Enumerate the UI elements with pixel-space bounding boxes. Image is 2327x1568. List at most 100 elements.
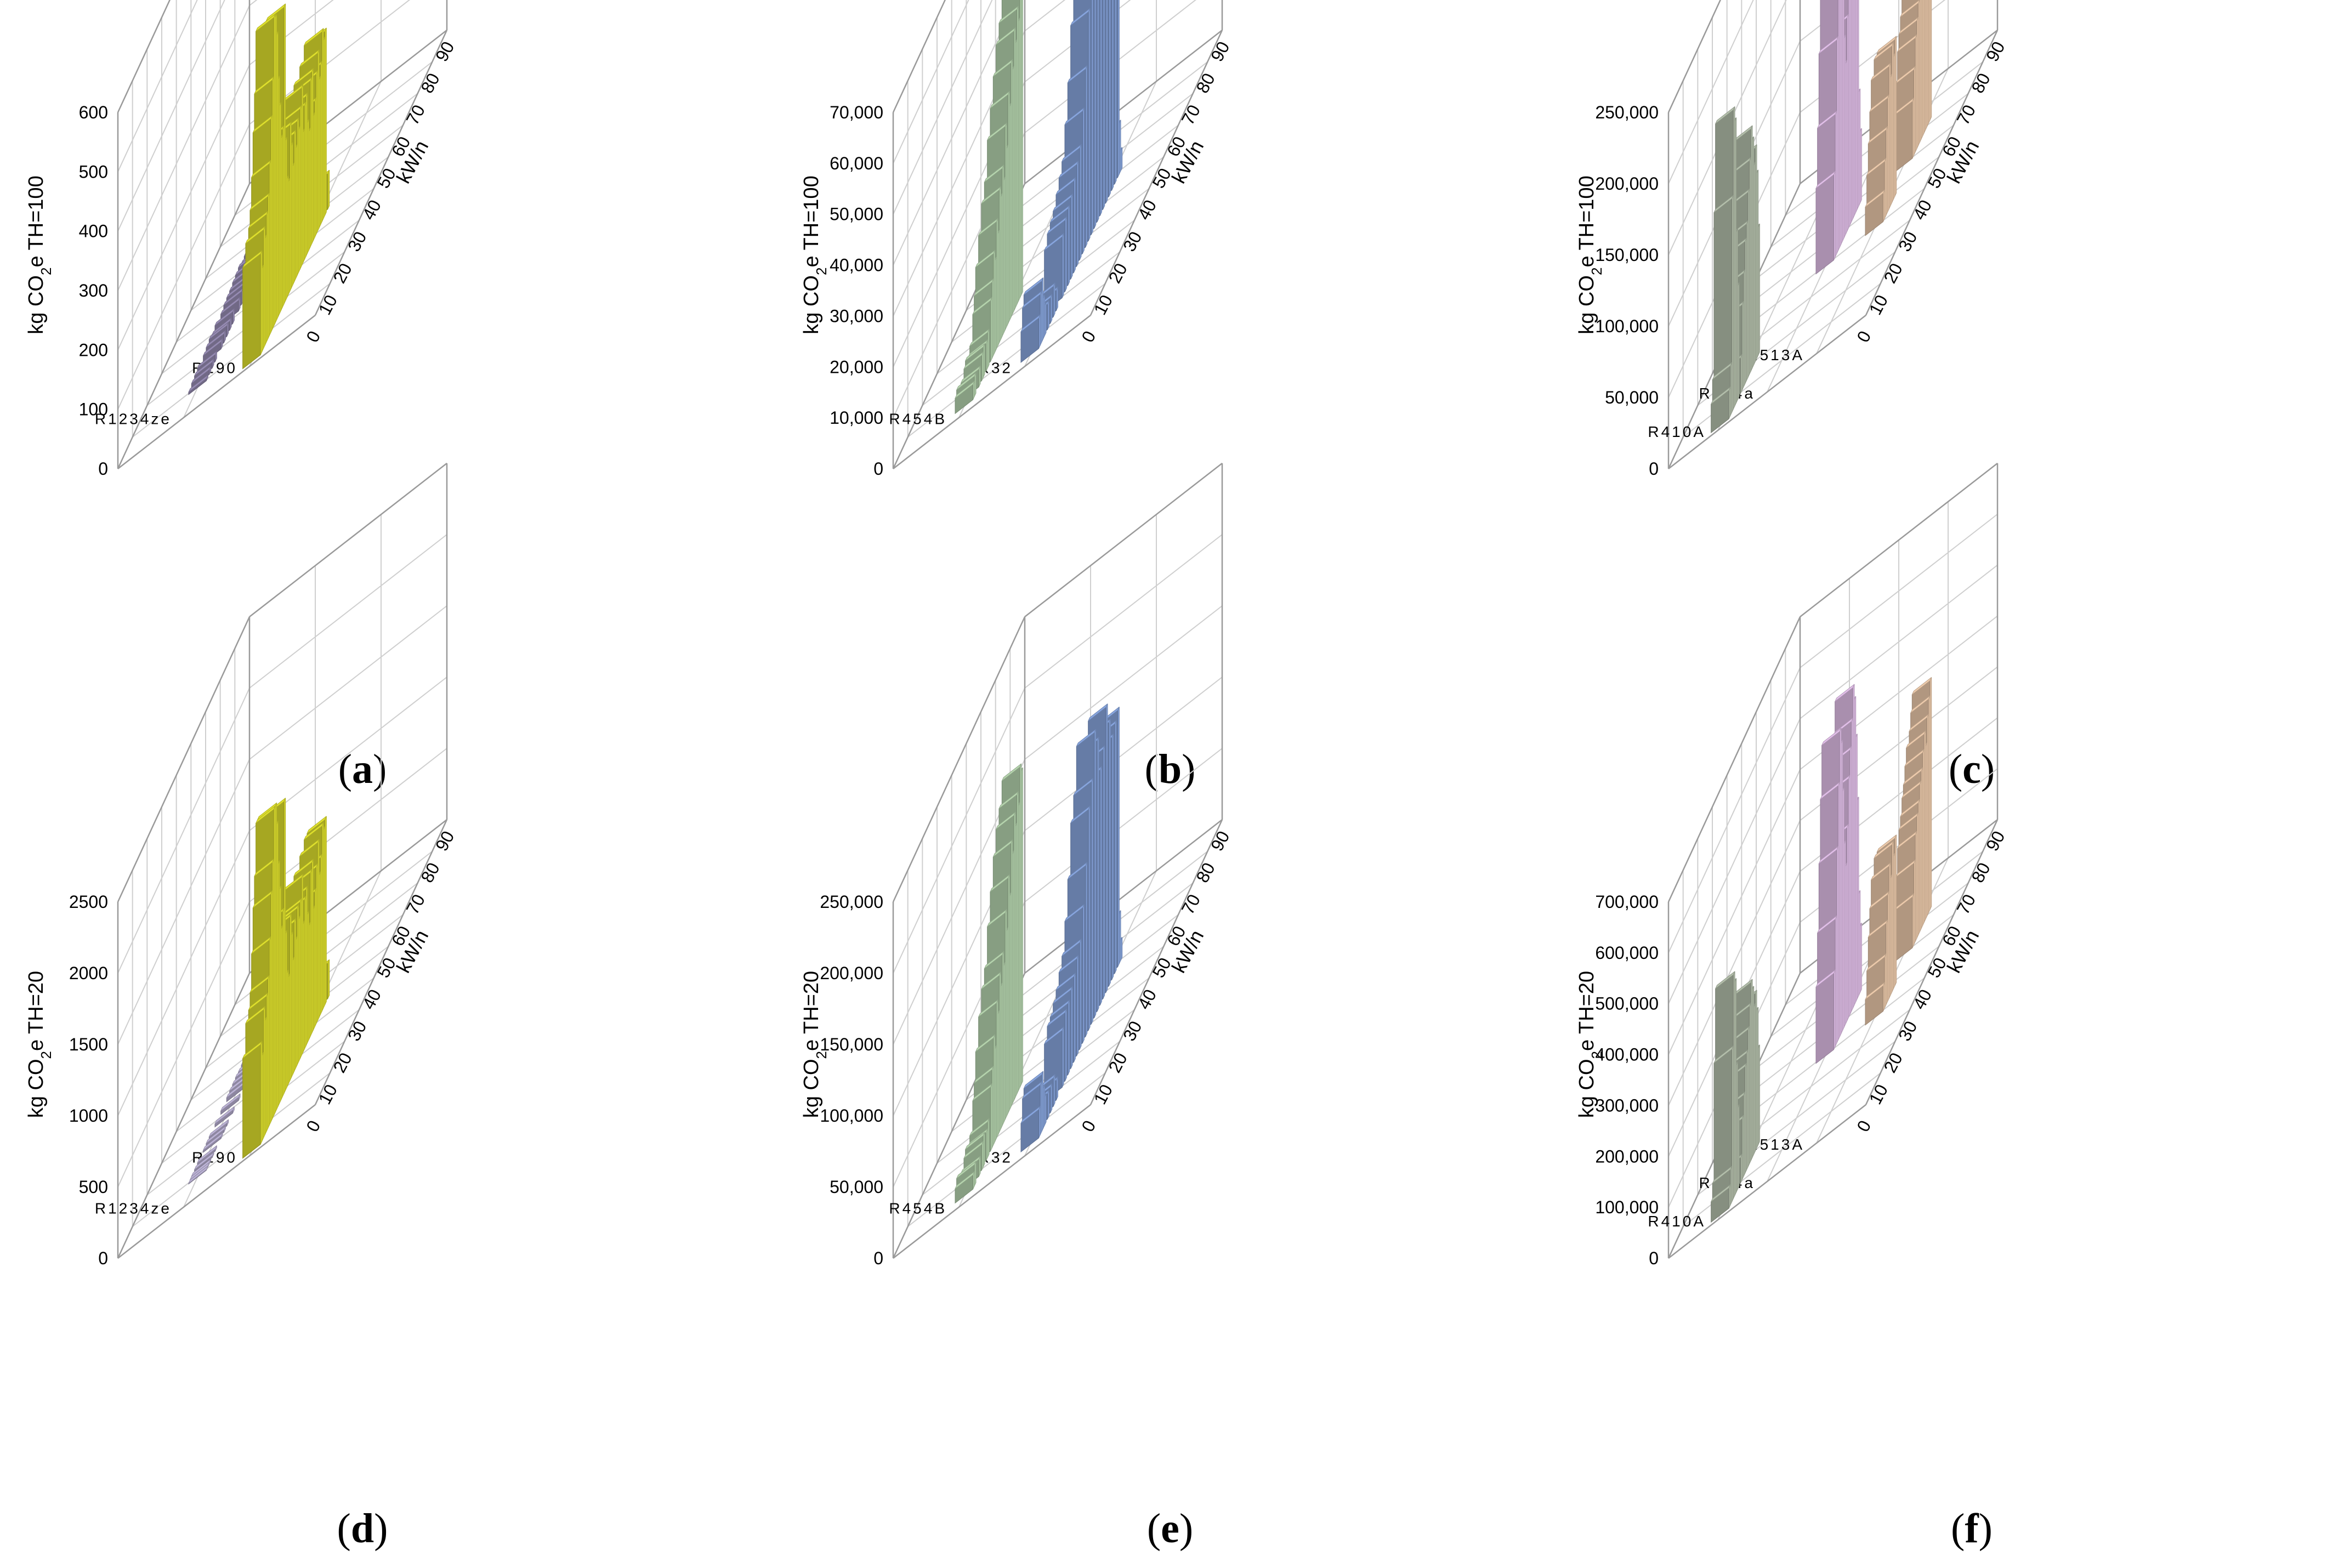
z-tick-labels: 0 100,000 200,000 300,000 400,000 500,000 600,…: [1595, 892, 1659, 1268]
x-tick-label: 10: [315, 1081, 341, 1107]
bars-group: [188, 798, 330, 1185]
x-tick-label: 90: [432, 38, 458, 65]
bar: [987, 909, 1007, 927]
bar: [1711, 1184, 1731, 1202]
caption-e: (e): [1147, 1505, 1194, 1552]
bar: [975, 1034, 996, 1052]
bar: [956, 1161, 977, 1179]
grid-group: [117, 463, 448, 1259]
bar: [965, 343, 985, 361]
bar: [992, 839, 1013, 857]
bar: [1020, 314, 1041, 332]
z-tick-label: 100,000: [820, 1106, 883, 1126]
bar: [188, 374, 208, 393]
x-tick-label: 70: [402, 891, 429, 917]
axis-edge: [1024, 30, 1223, 184]
bar: [1910, 695, 1931, 713]
bar: [1903, 767, 1923, 785]
axis-edge: [893, 1104, 1091, 1259]
x-tick-label: 80: [1967, 859, 1994, 885]
bar: [206, 1126, 226, 1144]
bars-group: [188, 3, 330, 395]
bar: [1022, 1081, 1042, 1099]
z-axis-title: kg CO2e TH=20: [800, 971, 830, 1118]
bar: [1047, 217, 1067, 235]
bar: [1874, 840, 1894, 859]
bar: [1904, 749, 1925, 767]
bars-group: [955, 703, 1123, 1204]
z-tick-labels: 0 100 200 300 400 500 600: [79, 103, 108, 479]
bar: [984, 951, 1004, 969]
floor-grid-x: [922, 1041, 1120, 1196]
bar: [1076, 729, 1097, 747]
bar: [1869, 94, 1889, 112]
z-tick-label: 200,000: [1595, 1146, 1659, 1166]
z-tick-label: 150,000: [820, 1035, 883, 1054]
bar: [1049, 205, 1070, 223]
bar: [214, 308, 235, 326]
bar: [1876, 834, 1897, 853]
z-tick-label: 0: [1649, 459, 1659, 479]
axis-edge: [117, 0, 171, 113]
caption-f: (f): [1951, 1505, 1993, 1552]
bar: [1876, 36, 1897, 54]
bar: [998, 5, 1019, 24]
caption-a: (a): [338, 746, 387, 792]
x-tick-label: 80: [1967, 70, 1994, 96]
x-tick-label: 20: [329, 260, 355, 286]
bar: [969, 328, 990, 346]
bar: [998, 791, 1019, 809]
axis-edge: [249, 463, 447, 617]
bar: [203, 1133, 223, 1151]
z-axis-title: kg CO2e TH=20: [25, 971, 54, 1118]
bar: [972, 1083, 992, 1101]
x-tick-label: 80: [1192, 70, 1218, 96]
series-R454B: [955, 763, 1023, 1204]
bar: [981, 186, 1001, 204]
x-tick-label: 70: [1953, 101, 1979, 128]
bar: [1818, 36, 1839, 54]
bar: [1815, 171, 1836, 189]
z-tick-label: 40,000: [830, 255, 883, 275]
axis-edge: [1089, 30, 1223, 316]
x-tick-label: 40: [1134, 197, 1160, 223]
z-tick-label: 50,000: [830, 1177, 883, 1197]
bar: [197, 1145, 217, 1163]
bars-group: [955, 0, 1123, 414]
z-tick-label: 20,000: [830, 357, 883, 377]
bar: [996, 27, 1016, 46]
category-label: R454B: [889, 411, 947, 428]
bar: [1088, 703, 1108, 721]
bar: [1715, 971, 1735, 989]
category-label: R1234ze: [95, 1200, 172, 1217]
z-tick-label: 2500: [69, 892, 108, 912]
bar: [1865, 982, 1885, 1000]
bars-group: [1711, 0, 1932, 434]
bar: [304, 28, 324, 46]
axis-edge: [1024, 463, 1223, 617]
z-tick-labels: 0 50,000 100,000 150,000 200,000 250,000: [820, 892, 883, 1268]
x-tick-label: 40: [1134, 986, 1160, 1013]
bar: [1062, 939, 1082, 957]
bar: [252, 890, 273, 908]
series-R32: [1020, 703, 1123, 1153]
bar: [1070, 805, 1091, 823]
bar: [299, 49, 320, 67]
x-tick-label: 10: [315, 292, 341, 318]
bar: [1835, 684, 1855, 702]
axis-edge: [892, 0, 946, 113]
z-tick-label: 100,000: [1595, 1197, 1659, 1217]
floor-grid-x: [922, 251, 1120, 406]
category-label: R410A: [1648, 1213, 1706, 1230]
axis-edge: [1089, 819, 1223, 1105]
axis-edge: [117, 973, 251, 1259]
x-tick-label: 30: [1894, 1018, 1921, 1044]
floor-grid-x: [907, 283, 1106, 438]
bar: [975, 249, 996, 268]
z-tick-label: 500: [79, 1177, 108, 1197]
bar: [1815, 973, 1834, 1064]
axis-edge: [1865, 30, 1999, 316]
bar: [1058, 955, 1079, 973]
bar: [1815, 969, 1836, 987]
bar: [1906, 730, 1926, 748]
